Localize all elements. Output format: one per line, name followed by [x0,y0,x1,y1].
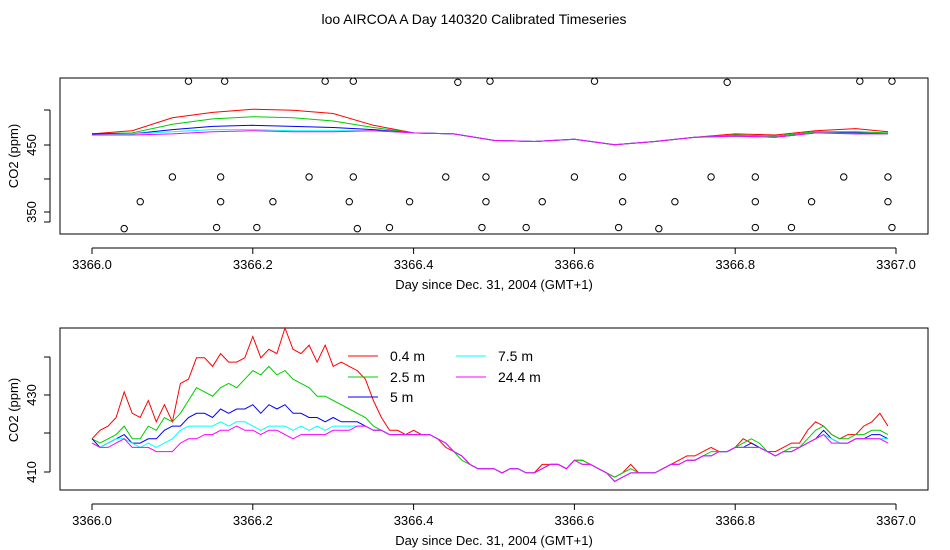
marker-point [884,198,892,206]
marker-point [486,77,494,85]
legend-label: 0.4 m [390,348,425,364]
marker-point [345,198,353,206]
marker-point [136,198,144,206]
plot-frame-bottom [59,327,929,491]
marker-point [482,173,490,181]
y-tick-label: 450 [24,134,39,156]
marker-point [405,198,414,206]
x-tick-label: 3367.0 [876,257,916,272]
panel-bottom: 3366.0 3366.2 3366.4 3366.6 3366.8 3367.0 410… [6,326,929,548]
main-title: loo AIRCOA A Day 140320 Calibrated Times… [321,11,626,27]
x-tick-label: 3366.8 [715,257,755,272]
x-axis-label-top: Day since Dec. 31, 2004 (GMT+1) [395,277,593,292]
legend-label: 5 m [390,389,413,405]
marker-point [184,77,193,85]
x-tick-label: 3366.0 [72,257,112,272]
marker-point [385,223,394,232]
marker-point [442,173,450,181]
marker-point [522,223,530,232]
series-line-2-5-m-m [91,365,889,478]
marker-point [454,78,462,87]
marker-point [888,77,896,85]
x-tick-label: 3366.4 [394,257,434,272]
marker-point [482,198,490,206]
x-tick-label: 3366.4 [394,513,434,528]
legend-label: 2.5 m [390,369,425,385]
legend: 0.4 m 2.5 m 5 m 7.5 m 24.4 m [348,348,541,405]
y-tick-label: 430 [24,384,39,406]
marker-point [353,224,362,233]
marker-point [321,77,329,85]
legend-label: 7.5 m [498,348,533,364]
x-tick-label: 3367.0 [876,513,916,528]
series-group-top [91,108,889,146]
marker-point [751,198,759,206]
x-tick-label: 3366.0 [72,513,112,528]
x-axis-top: 3366.0 3366.2 3366.4 3366.6 3366.8 3367.0 [72,247,916,272]
series-line-5-m-m [91,404,889,483]
series-line-0-4-m-m [91,326,889,478]
y-axis-label-bottom: CO2 (ppm) [6,378,21,442]
x-axis-bottom: 3366.0 3366.2 3366.4 3366.6 3366.8 3367.0 [72,503,916,528]
marker-point [807,198,816,206]
marker-point [220,77,229,85]
x-axis-label-bottom: Day since Dec. 31, 2004 (GMT+1) [395,533,593,548]
marker-point [618,173,627,181]
marker-point [478,223,486,232]
marker-point [884,173,892,181]
marker-point [618,198,627,206]
y-tick-label: 350 [24,201,39,223]
marker-point [707,173,715,181]
marker-point [614,223,623,232]
marker-point [120,224,128,233]
marker-point [840,173,848,181]
series-line-24-4-m-m [92,130,888,146]
y-axis-label-top: CO2 (ppm) [6,124,21,188]
y-axis-top: 350 450 [24,109,51,223]
plot-frame-top [59,77,929,235]
marker-point [570,173,579,181]
x-tick-label: 3366.6 [555,513,595,528]
marker-point [253,223,261,232]
marker-point [751,223,759,232]
marker-point [856,77,864,85]
marker-point [212,223,221,232]
series-group-bottom [91,326,889,483]
markers-group-top [120,77,896,233]
legend-label: 24.4 m [498,369,541,385]
marker-point [590,77,599,85]
marker-point [168,173,177,181]
marker-point [888,223,896,232]
marker-point [216,198,225,206]
marker-point [349,77,357,85]
marker-point [655,224,663,233]
marker-point [538,198,546,206]
marker-point [216,173,225,181]
y-tick-label: 410 [24,461,39,483]
marker-point [723,78,731,87]
y-axis-bottom: 410 430 [24,356,51,483]
series-line-24-4-m-m [91,425,889,483]
marker-point [751,173,759,181]
marker-point [305,173,313,181]
x-tick-label: 3366.6 [555,257,595,272]
panel-top: 3366.0 3366.2 3366.4 3366.6 3366.8 3367.0 350… [6,77,929,292]
x-tick-label: 3366.8 [715,513,755,528]
marker-point [269,198,277,206]
marker-point [787,223,796,232]
series-line-2-5-m-m [91,116,889,146]
marker-point [349,173,357,181]
x-tick-label: 3366.2 [233,257,273,272]
marker-point [671,198,679,206]
x-tick-label: 3366.2 [233,513,273,528]
